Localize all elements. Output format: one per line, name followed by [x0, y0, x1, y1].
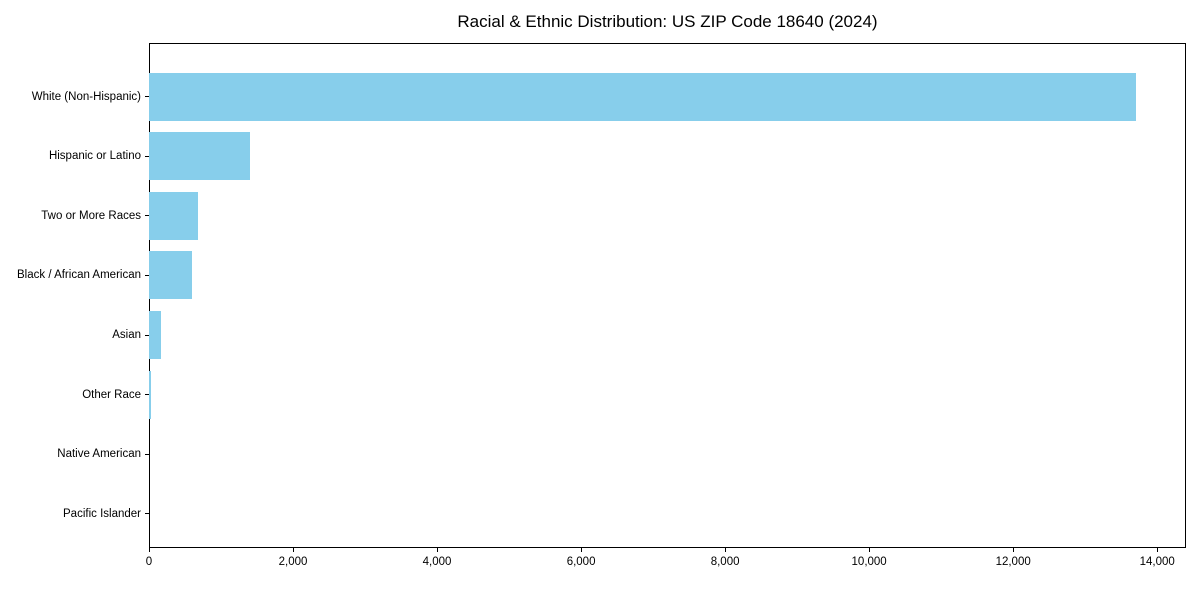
chart-title: Racial & Ethnic Distribution: US ZIP Cod…: [457, 12, 878, 31]
y-tick-other-race: [145, 394, 149, 396]
x-tick-label-4000: 4,000: [422, 556, 452, 568]
y-tick-label-hispanic-or-latino: Hispanic or Latino: [48, 150, 141, 163]
bar-white-non-hispanic: [149, 72, 1136, 121]
y-tick-white-non-hispanic: [145, 96, 149, 97]
x-tick-14000: [1156, 548, 1158, 552]
y-tick-two-or-more-races: [145, 215, 149, 217]
x-tick-12000: [1012, 548, 1014, 552]
y-tick-label-native-american: Native American: [57, 448, 141, 461]
y-tick-native-american: [145, 453, 149, 455]
x-tick-2000: [292, 548, 294, 552]
y-tick-label-pacific-islander: Pacific Islander: [63, 507, 141, 520]
x-tick-4000: [436, 548, 438, 552]
y-tick-label-two-or-more-races: Two or More Races: [41, 209, 141, 222]
x-tick-label-8000: 8,000: [710, 556, 740, 568]
x-tick-label-2000: 2,000: [278, 556, 308, 568]
x-tick-6000: [580, 548, 582, 552]
x-tick-10000: [868, 548, 870, 552]
bar-hispanic-or-latino: [149, 132, 250, 181]
y-tick-hispanic-or-latino: [145, 155, 149, 157]
x-tick-label-6000: 6,000: [566, 556, 596, 568]
y-tick-asian: [145, 334, 149, 336]
y-tick-black-african-american: [145, 274, 149, 276]
x-tick-label-0: 0: [145, 556, 153, 568]
bar-asian: [149, 311, 162, 360]
x-tick-8000: [724, 548, 726, 552]
y-tick-label-black-african-american: Black / African American: [17, 269, 141, 282]
y-tick-label-white-non-hispanic: White (Non-Hispanic): [31, 90, 141, 103]
bar-two-or-more-races: [149, 191, 198, 240]
plot-area: [149, 43, 1186, 548]
bar-other-race: [149, 370, 151, 419]
bar-black-african-american: [149, 251, 193, 300]
x-tick-0: [148, 548, 150, 552]
x-tick-label-12000: 12,000: [995, 556, 1031, 568]
x-tick-label-14000: 14,000: [1139, 556, 1175, 568]
y-tick-label-other-race: Other Race: [82, 388, 141, 401]
y-tick-pacific-islander: [145, 513, 149, 515]
y-tick-label-asian: Asian: [112, 329, 141, 342]
x-tick-label-10000: 10,000: [851, 556, 887, 568]
